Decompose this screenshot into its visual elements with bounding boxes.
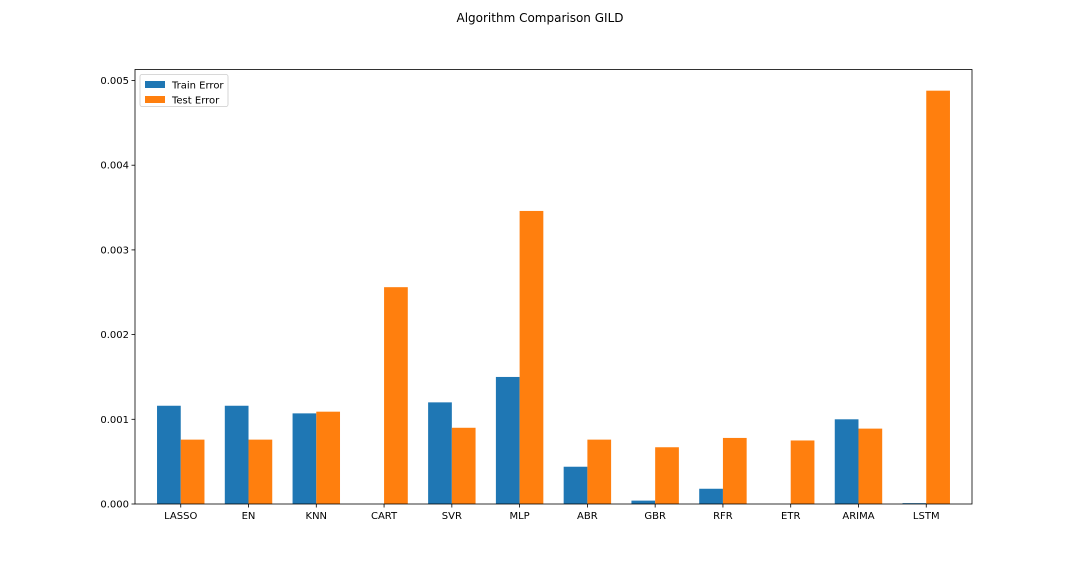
legend-swatch-test (145, 96, 165, 103)
bar-train-gbr (631, 500, 656, 504)
y-tick-label: 0.004 (100, 161, 129, 172)
bar-test-svr (451, 427, 476, 504)
bar-train-knn (292, 413, 317, 504)
bar-train-en (224, 405, 249, 504)
bar-test-mlp (519, 210, 544, 504)
y-tick-label: 0.003 (100, 245, 129, 256)
legend: Train Error Test Error (139, 74, 229, 107)
bar-train-abr (563, 466, 588, 504)
bar-train-lstm (902, 503, 927, 504)
bar-test-rfr (722, 437, 747, 504)
bar-test-gbr (655, 447, 679, 504)
y-tick-label: 0.001 (100, 415, 129, 426)
y-tick-label: 0.002 (100, 330, 129, 341)
bar-test-arima (858, 428, 883, 504)
y-tick-label: 0.000 (100, 500, 129, 511)
x-tick-label: ABR (577, 511, 598, 522)
x-tick-label: ARIMA (842, 511, 874, 522)
chart-title: Algorithm Comparison GILD (456, 11, 623, 25)
bars-group (157, 90, 950, 504)
x-tick-label: CART (371, 511, 398, 522)
x-tick-label: MLP (509, 511, 529, 522)
x-axis-ticks: LASSO EN KNN CART SVR MLP ABR GBR RFR ETR ARIMA LST… (164, 504, 940, 522)
x-tick-label: KNN (306, 511, 328, 522)
bar-train-arima (834, 419, 859, 504)
bar-test-etr (790, 440, 815, 504)
x-tick-label: RFR (713, 511, 733, 522)
x-tick-label: SVR (442, 511, 462, 522)
bar-train-mlp (495, 376, 520, 504)
x-tick-label: EN (242, 511, 256, 522)
x-tick-label: GBR (644, 511, 666, 522)
bar-test-knn (316, 411, 341, 504)
bar-train-rfr (699, 488, 723, 504)
bar-train-lasso (157, 405, 181, 504)
x-tick-label: ETR (781, 511, 800, 522)
plot-frame (134, 69, 973, 505)
x-tick-label: LASSO (164, 511, 197, 522)
bar-test-en (248, 439, 273, 504)
bar-test-cart (384, 287, 408, 504)
bar-train-svr (428, 402, 452, 504)
y-axis-ticks: 0.000 0.001 0.002 0.003 0.004 0.005 (100, 76, 135, 511)
bar-test-lasso (180, 439, 205, 504)
bar-test-lstm (926, 90, 950, 504)
y-tick-label: 0.005 (100, 76, 129, 87)
bar-test-abr (587, 439, 612, 504)
legend-label-train: Train Error (171, 81, 224, 92)
legend-swatch-train (145, 81, 165, 88)
x-tick-label: LSTM (913, 511, 940, 522)
legend-label-test: Test Error (171, 96, 220, 107)
